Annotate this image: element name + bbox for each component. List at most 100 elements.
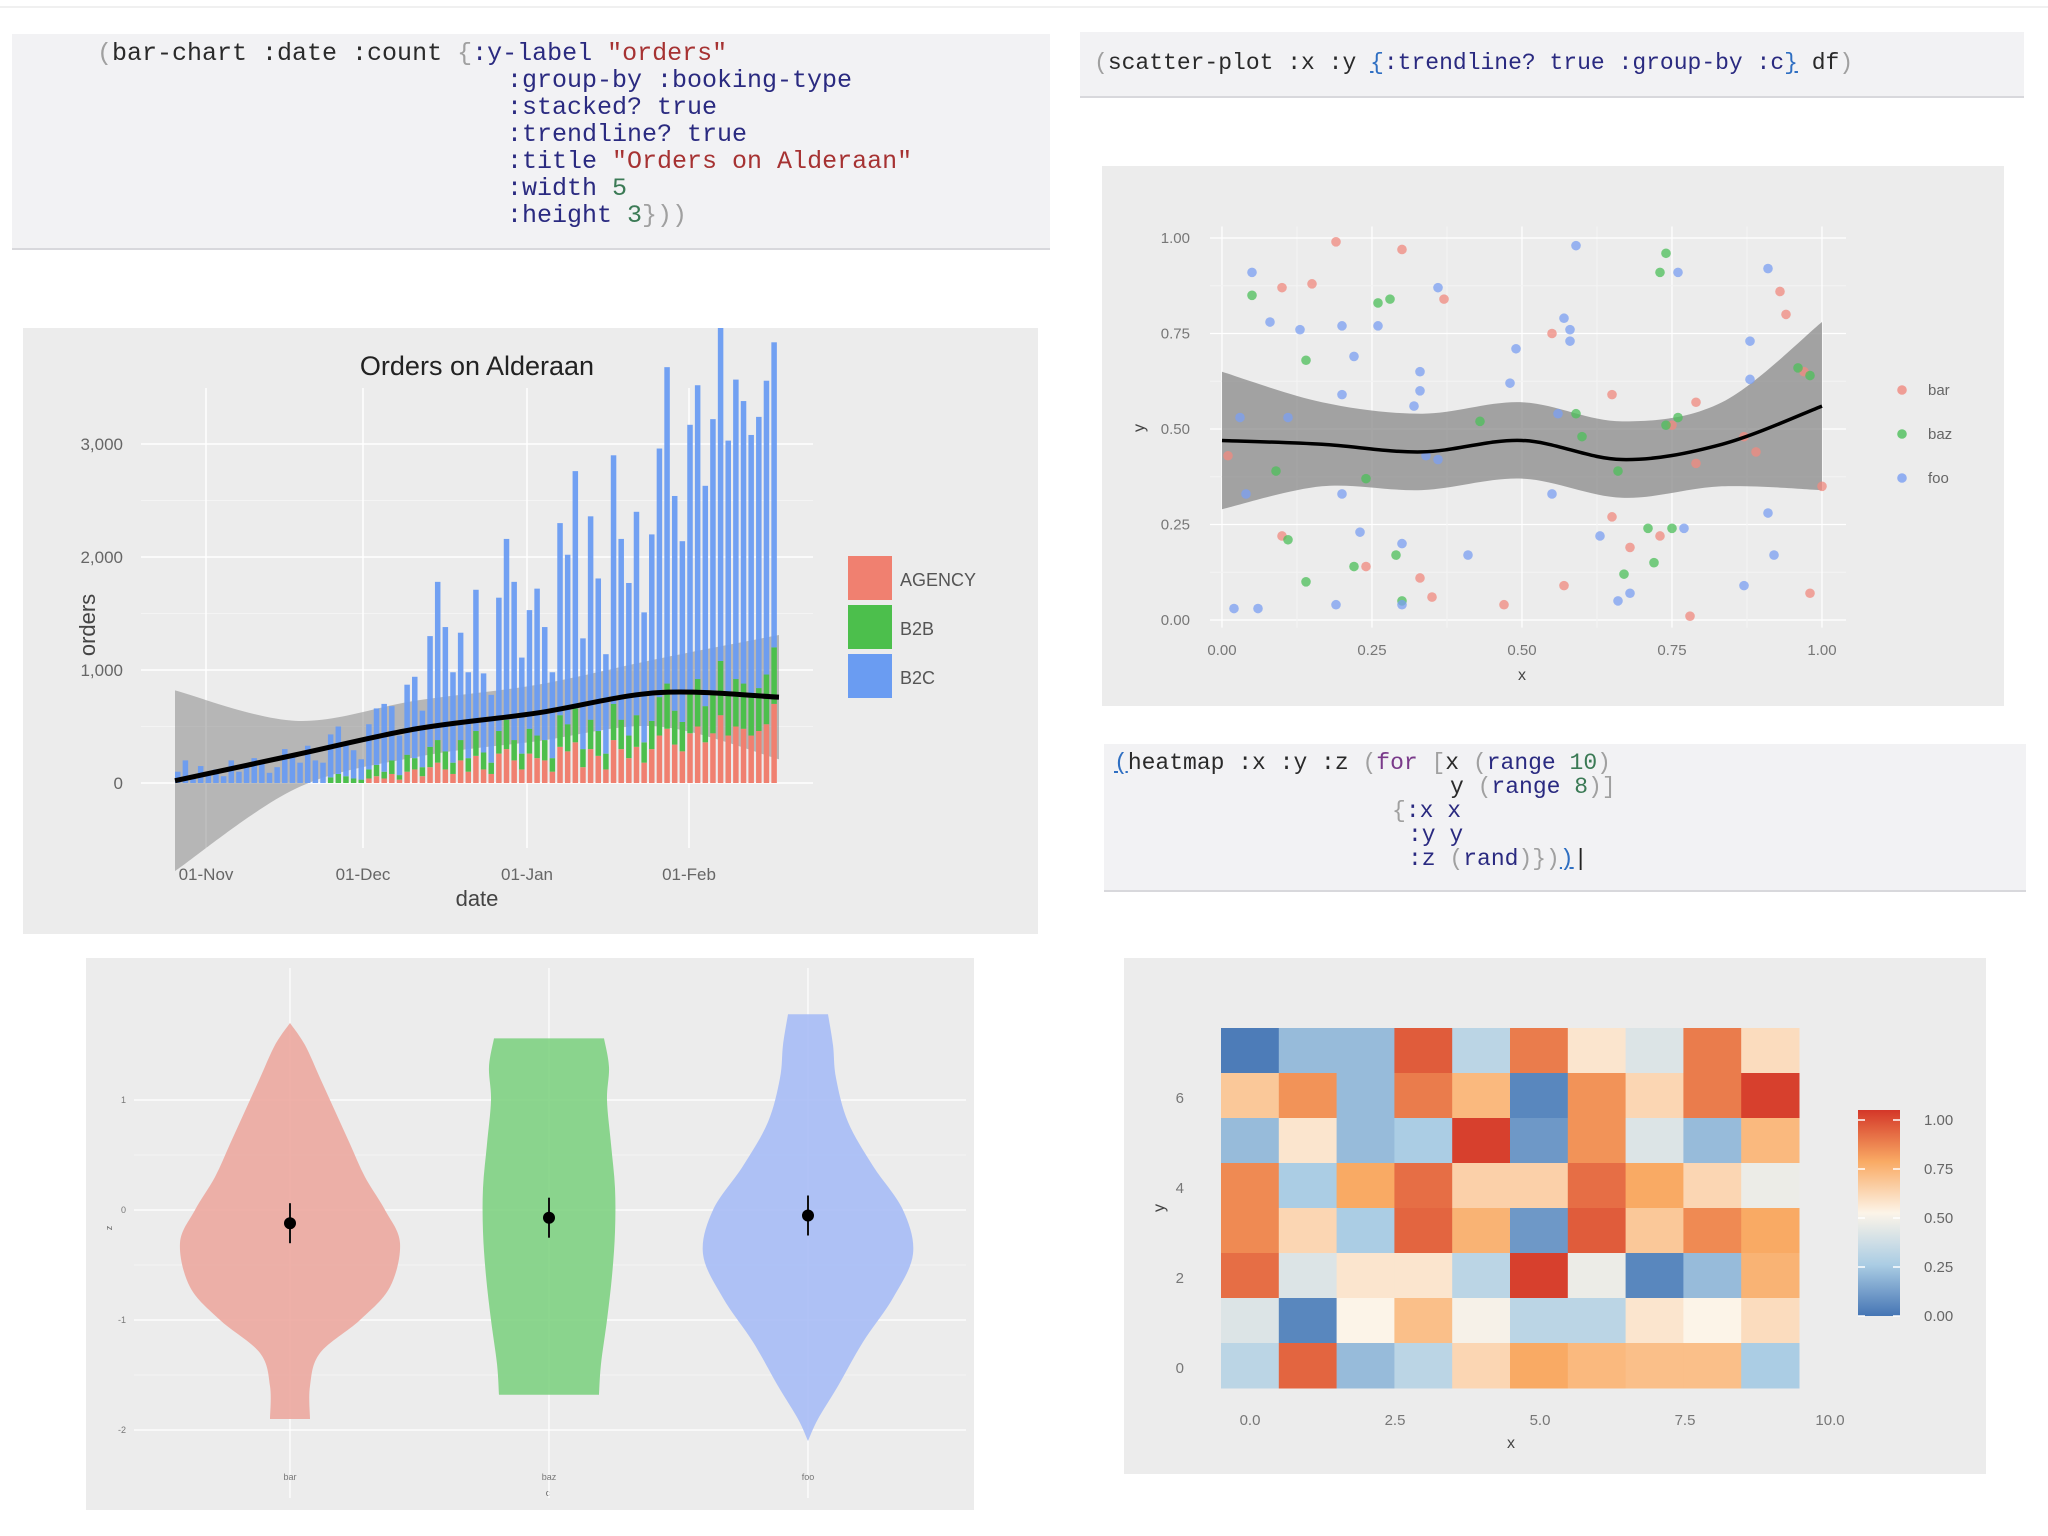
bar-agency (702, 742, 709, 783)
code-text: :group-by :booking-type (507, 66, 853, 95)
code-text: :trendline? true :group-by :c (1383, 50, 1785, 76)
bar-agency (580, 767, 586, 783)
bar-b2b (373, 764, 380, 777)
scatter-point-foo (1337, 389, 1347, 400)
bar-b2b (465, 758, 472, 772)
scatter-point-bar (1805, 588, 1815, 599)
bar-agency (381, 778, 387, 783)
bar-agency (465, 771, 472, 783)
bar-b2c (603, 654, 609, 754)
bar-b2b (450, 762, 456, 774)
heatmap-cell (1625, 1163, 1684, 1209)
scatter-point-bar (1547, 328, 1557, 339)
bar-agency (633, 746, 640, 783)
scatter-point-baz (1805, 370, 1815, 381)
scatter-point-foo (1433, 454, 1443, 465)
heatmap-cell (1510, 1073, 1569, 1119)
scatter-point-foo (1745, 336, 1755, 346)
bar-agency (412, 769, 418, 783)
bar-agency (740, 728, 747, 783)
bar-b2c (694, 385, 701, 680)
bar-agency (496, 753, 502, 783)
scatter-point-foo (1331, 599, 1341, 610)
code-text: x (1445, 750, 1473, 776)
bar-b2c (350, 750, 357, 779)
scatter-point-bar (1307, 279, 1317, 289)
heatmap-cell (1741, 1118, 1800, 1164)
heatmap-cell (1452, 1298, 1511, 1344)
bar-b2b (725, 694, 731, 736)
bar-b2b (580, 749, 586, 768)
code-block-bar-chart[interactable]: (bar-chart :date :count {:y-label "order… (12, 34, 1050, 250)
bar-b2c (175, 771, 181, 783)
scatter-point-bar (1499, 599, 1509, 610)
bar-agency (404, 771, 410, 783)
bar-b2b (641, 742, 647, 763)
code-text: :y-label (472, 39, 608, 68)
code-text: "orders" (607, 39, 728, 68)
bar-b2c (480, 673, 487, 753)
bar-b2c (572, 471, 579, 709)
bar-b2c (358, 759, 364, 780)
bar-b2b (350, 778, 357, 783)
scatter-point-foo (1565, 336, 1575, 346)
bar-agency (587, 749, 594, 783)
scatter-point-baz (1385, 294, 1395, 304)
bar-b2c (748, 434, 754, 695)
scatter-point-baz (1649, 557, 1659, 568)
heatmap-cell (1221, 1073, 1280, 1119)
code-block-scatter-plot[interactable]: (scatter-plot :x :y {:trendline? true :g… (1080, 32, 2024, 98)
scatter-point-baz (1247, 290, 1257, 301)
legend-label: foo (1928, 470, 1949, 487)
bar-b2c (771, 342, 777, 648)
bar-agency (649, 749, 655, 783)
scatter-point-foo (1739, 580, 1749, 591)
bar-agency (664, 728, 670, 783)
bar-agency (725, 735, 731, 783)
bar-b2b (434, 740, 441, 763)
scatter-point-baz (1793, 363, 1803, 373)
scatter-point-foo (1415, 366, 1425, 377)
heatmap-cell (1625, 1118, 1684, 1164)
bar-agency (694, 726, 701, 783)
scatter-point-baz (1361, 473, 1371, 484)
x-tick-label: 10.0 (1815, 1412, 1844, 1429)
legend-label: B2B (900, 619, 934, 639)
scatter-point-bar (1415, 573, 1425, 583)
bar-b2c (626, 582, 632, 736)
bar-agency (618, 749, 624, 783)
scatter-point-foo (1349, 351, 1359, 362)
heatmap-cell (1625, 1343, 1684, 1389)
heatmap-cell (1336, 1343, 1395, 1389)
bar-b2c (763, 380, 770, 675)
heatmap-cell (1278, 1253, 1338, 1299)
bar-b2c (274, 767, 280, 783)
legend-label: B2C (900, 668, 935, 688)
code-text: "Orders on Alderaan" (612, 147, 913, 176)
violin-plot-panel: c z 1 0 -1 -2 bar baz foo (86, 958, 974, 1510)
bar-agency (442, 769, 449, 783)
bar-agency (396, 779, 403, 783)
scatter-point-bar (1607, 512, 1617, 522)
bar-b2b (756, 688, 762, 732)
bar-b2c (756, 416, 762, 689)
code-text: bar-chart :date :count (112, 39, 458, 68)
heatmap-cell (1452, 1253, 1511, 1299)
heatmap-cell (1336, 1028, 1395, 1074)
heatmap-cell (1567, 1298, 1627, 1344)
code-text: true (657, 93, 718, 122)
bar-b2c (710, 419, 716, 691)
code-text: y (1450, 774, 1478, 800)
bar-b2b (694, 679, 701, 727)
code-text: 10 (1569, 750, 1598, 776)
chart-title: Orders on Alderaan (360, 351, 594, 381)
bar-b2c (236, 771, 242, 783)
bar-b2c (259, 762, 265, 783)
scatter-point-baz (1655, 267, 1665, 278)
code-block-heatmap[interactable]: (heatmap :x :y :z (for [x (range 10) y (… (1104, 744, 2026, 892)
heatmap-cell (1683, 1118, 1742, 1164)
scatter-point-baz (1667, 523, 1677, 534)
bar-agency (434, 762, 441, 783)
heatmap-cell (1510, 1253, 1569, 1299)
scatter-plot-panel: x y 0.00 0.00 0.25 0.25 0.50 0.50 0.75 0.75 1.00… (1102, 166, 2004, 706)
